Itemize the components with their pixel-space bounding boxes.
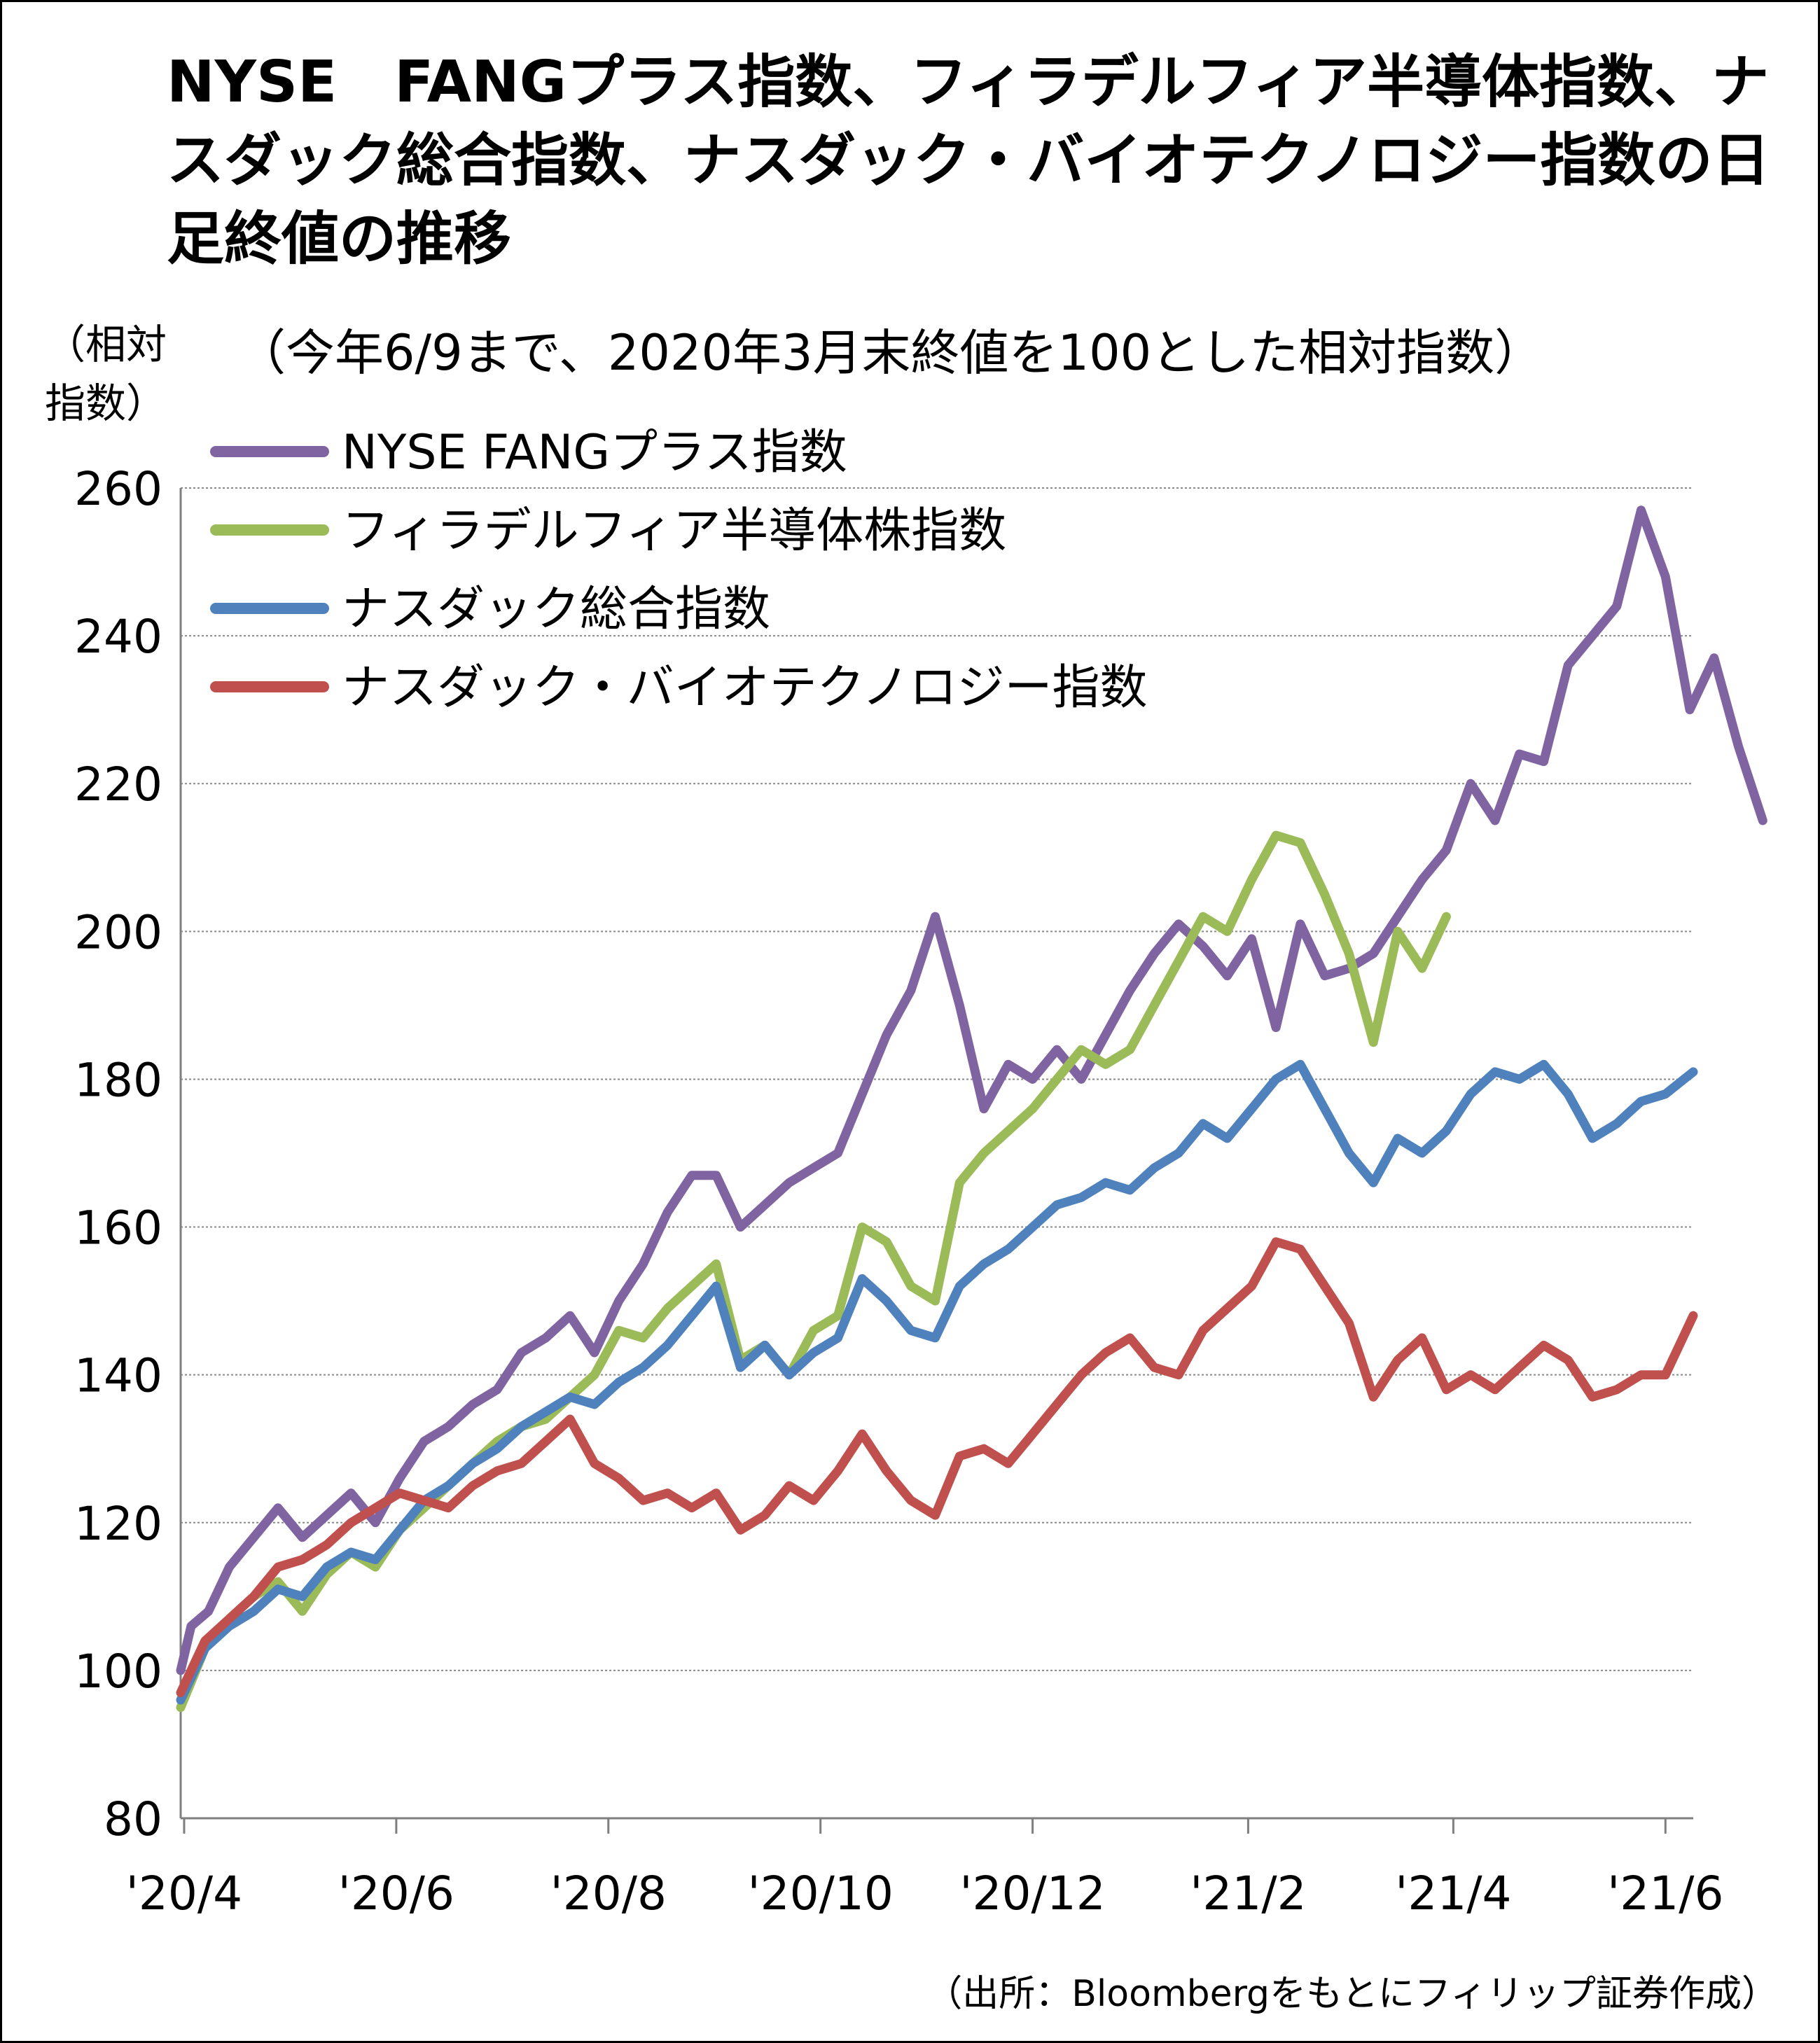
y-tick-label: 240 [74, 610, 162, 664]
legend-swatch-4 [210, 681, 329, 692]
legend-swatch-3 [210, 603, 329, 614]
chart-title: NYSE FANGプラス指数、フィラデルフィア半導体指数、ナスダック総合指数、ナ… [167, 49, 1770, 272]
y-tick-label: 160 [74, 1201, 162, 1255]
x-tick-label: '21/6 [1607, 1867, 1723, 1920]
legend-label-3: ナスダック総合指数 [342, 582, 770, 637]
y-tick-label: 200 [74, 905, 162, 959]
y-axis-label: （相対指数） [45, 321, 167, 427]
series-line-4 [176, 1237, 1698, 1698]
series-line-3 [176, 1059, 1698, 1705]
legend-label-4: ナスダック・バイオテクノロジー指数 [342, 660, 1148, 716]
legend-swatch-1 [210, 446, 329, 457]
source-note: （出所：Bloombergをもとにフィリップ証券作成） [926, 1973, 1778, 2015]
chart-subtitle: （今年6/9まで、2020年3月末終値を100とした相対指数） [237, 324, 1544, 382]
x-tick-label: '20/10 [747, 1867, 893, 1920]
x-tick-label: '21/4 [1395, 1867, 1511, 1920]
x-tick-label: '20/8 [550, 1867, 667, 1920]
y-tick-label: 260 [74, 462, 162, 516]
y-tick-label: 180 [74, 1053, 162, 1107]
y-tick-label: 100 [74, 1645, 162, 1699]
legend-label-2: フィラデルフィア半導体株指数 [342, 503, 1006, 559]
y-tick-label: 120 [74, 1497, 162, 1551]
x-tick-label: '21/2 [1190, 1867, 1306, 1920]
legend-label-1: NYSE FANGプラス指数 [342, 425, 847, 480]
x-tick-label: '20/4 [126, 1867, 242, 1920]
y-tick-label: 140 [74, 1349, 162, 1403]
y-tick-label: 220 [74, 758, 162, 811]
y-tick-label: 80 [104, 1792, 162, 1846]
x-tick-label: '20/6 [338, 1867, 454, 1920]
series-line-1 [176, 505, 1767, 1675]
legend-swatch-2 [210, 524, 329, 536]
x-tick-label: '20/12 [959, 1867, 1105, 1920]
